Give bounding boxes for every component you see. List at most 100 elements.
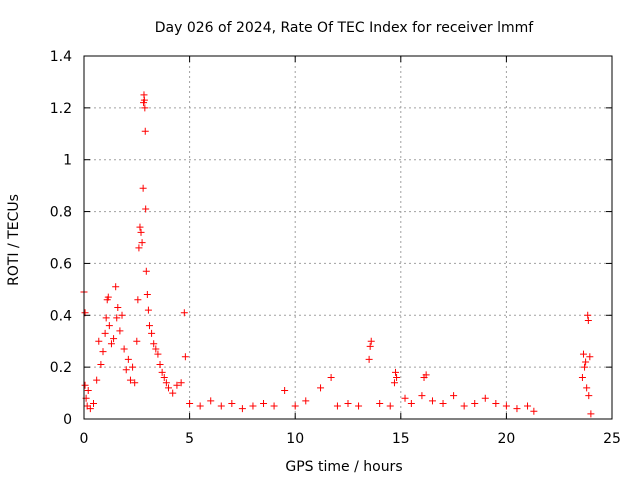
grid: [84, 56, 612, 419]
y-tick-label: 0: [63, 412, 72, 428]
x-tick-label: 20: [497, 431, 515, 447]
data-point: [392, 368, 400, 376]
data-point: [118, 311, 126, 319]
x-tick-label: 25: [603, 431, 621, 447]
data-point: [586, 353, 594, 361]
data-point: [418, 392, 426, 400]
data-point: [107, 340, 115, 348]
data-point: [502, 402, 510, 410]
data-point: [583, 384, 591, 392]
chart-title: Day 026 of 2024, Rate Of TEC Index for r…: [155, 20, 535, 36]
data-point: [582, 358, 590, 366]
data-point: [116, 327, 124, 335]
data-point: [138, 239, 146, 247]
data-point: [393, 374, 401, 382]
data-point: [177, 379, 185, 387]
data-point: [124, 355, 132, 363]
data-point: [173, 381, 181, 389]
y-tick-label: 1.4: [50, 49, 72, 65]
y-tick-label: 0.6: [50, 256, 72, 272]
x-tick-label: 10: [286, 431, 304, 447]
data-point: [158, 368, 166, 376]
data-point: [439, 399, 447, 407]
data-point: [133, 337, 141, 345]
x-tick-label: 5: [185, 431, 194, 447]
data-point: [355, 402, 363, 410]
data-point: [113, 314, 121, 322]
data-point: [401, 394, 409, 402]
data-point: [131, 379, 139, 387]
y-tick-label: 0.4: [50, 308, 72, 324]
data-point: [422, 371, 430, 379]
data-point: [238, 405, 246, 413]
data-point: [126, 376, 134, 384]
data-point: [407, 399, 415, 407]
data-point: [160, 374, 168, 382]
data-point: [333, 402, 341, 410]
axis-ticks: 0 5 10 15 20 25 0 0.2 0.4 0.6 0.8 1 1.2 1.4: [50, 49, 621, 447]
data-point: [460, 402, 468, 410]
data-point: [135, 244, 143, 252]
data-point: [584, 311, 592, 319]
data-point: [367, 337, 375, 345]
data-point: [162, 379, 170, 387]
data-point: [139, 184, 147, 192]
data-point: [102, 314, 110, 322]
data-point: [164, 384, 172, 392]
data-point: [450, 392, 458, 400]
data-point: [207, 397, 215, 405]
data-point: [136, 223, 144, 231]
data-point: [99, 348, 107, 356]
data-point: [110, 335, 118, 343]
data-point: [93, 376, 101, 384]
data-point: [148, 329, 156, 337]
data-point: [260, 399, 268, 407]
data-point: [376, 399, 384, 407]
x-tick-label: 0: [80, 431, 89, 447]
data-point: [169, 389, 177, 397]
y-tick-label: 1.2: [50, 101, 72, 117]
y-tick-label: 0.8: [50, 205, 72, 221]
data-point: [154, 350, 162, 358]
data-point: [291, 402, 299, 410]
data-point: [152, 345, 160, 353]
data-point: [587, 410, 595, 418]
data-point: [217, 402, 225, 410]
data-point: [156, 361, 164, 369]
data-point: [141, 104, 149, 112]
data-point: [481, 394, 489, 402]
data-point: [81, 381, 89, 389]
y-tick-label: 1: [63, 153, 72, 169]
data-point: [386, 402, 394, 410]
data-point: [142, 267, 150, 275]
data-point: [530, 407, 538, 415]
data-point: [86, 405, 94, 413]
data-point: [317, 384, 325, 392]
data-point: [144, 306, 152, 314]
data-point: [129, 363, 137, 371]
data-point: [114, 304, 122, 312]
y-axis-label: ROTI / TECUs: [6, 194, 22, 286]
data-point: [112, 283, 120, 291]
data-point: [228, 399, 236, 407]
data-points: [80, 91, 595, 418]
data-point: [186, 399, 194, 407]
data-point: [150, 340, 158, 348]
data-point: [142, 205, 150, 213]
data-point: [84, 386, 92, 394]
data-point: [492, 399, 500, 407]
data-point: [122, 366, 130, 374]
data-point: [105, 322, 113, 330]
data-point: [196, 402, 204, 410]
data-point: [585, 392, 593, 400]
plot-frame: [83, 55, 613, 420]
data-point: [145, 322, 153, 330]
data-point: [584, 316, 592, 324]
data-point: [90, 399, 98, 407]
data-point: [513, 405, 521, 413]
data-point: [270, 402, 278, 410]
data-point: [524, 402, 532, 410]
data-point: [344, 399, 352, 407]
data-point: [101, 329, 109, 337]
